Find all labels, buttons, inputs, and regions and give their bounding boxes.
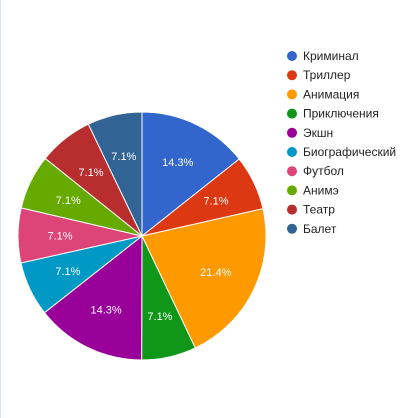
legend-label-9: Балет (303, 222, 337, 236)
pie-slice-9[interactable] (87, 111, 143, 237)
legend-marker-1 (287, 70, 297, 81)
legend-item-6[interactable]: Футбол (287, 164, 344, 178)
legend-marker-6 (287, 166, 297, 177)
legend-item-2[interactable]: Анимация (287, 87, 359, 101)
slice-value-label-4: 14.3% (90, 305, 121, 317)
legend-label-6: Футбол (303, 164, 344, 178)
pie-slice-labels: 14.3% 7.1% 21.4% 7.1% 14.3% 7.1% 7.1% 7.1% 7.1% 7… (47, 151, 231, 323)
legend: Криминал Триллер Анимация Приключения Экшн Би… (287, 49, 396, 236)
slice-value-label-6: 7.1% (47, 231, 72, 243)
legend-marker-2 (287, 89, 297, 100)
legend-label-3: Приключения (303, 107, 379, 121)
legend-label-8: Театр (303, 203, 335, 217)
slice-value-label-8: 7.1% (78, 167, 103, 179)
legend-marker-7 (287, 185, 297, 196)
legend-marker-8 (287, 204, 297, 215)
legend-item-1[interactable]: Триллер (287, 68, 351, 82)
pie-slice-4[interactable] (43, 234, 143, 361)
legend-item-8[interactable]: Театр (287, 203, 335, 217)
legend-marker-0 (287, 51, 297, 61)
slice-value-label-9: 7.1% (111, 151, 136, 163)
slice-value-label-7: 7.1% (56, 195, 81, 207)
legend-label-7: Анимэ (303, 183, 339, 197)
legend-label-1: Триллер (303, 68, 351, 82)
slice-value-label-3: 7.1% (147, 311, 172, 323)
legend-marker-5 (287, 147, 297, 157)
legend-label-2: Анимация (303, 87, 359, 101)
legend-marker-4 (287, 127, 297, 138)
slice-value-label-0: 14.3% (162, 157, 193, 169)
legend-marker-9 (287, 223, 297, 234)
legend-label-5: Биографический (303, 145, 396, 159)
legend-item-9[interactable]: Балет (287, 222, 337, 236)
legend-item-5[interactable]: Биографический (287, 145, 396, 159)
slice-value-label-1: 7.1% (203, 196, 228, 208)
legend-item-4[interactable]: Экшн (287, 126, 333, 140)
pie-slice-2[interactable] (141, 208, 267, 349)
slice-value-label-5: 7.1% (55, 266, 80, 278)
pie-slice-0[interactable] (141, 111, 240, 238)
legend-marker-3 (287, 108, 297, 119)
legend-item-0[interactable]: Криминал (287, 49, 359, 63)
legend-label-0: Криминал (303, 49, 359, 63)
slice-value-label-2: 21.4% (200, 267, 231, 279)
pie-slices (17, 111, 267, 361)
legend-label-4: Экшн (303, 126, 333, 140)
legend-item-3[interactable]: Приключения (287, 107, 379, 121)
legend-item-7[interactable]: Анимэ (287, 183, 339, 197)
